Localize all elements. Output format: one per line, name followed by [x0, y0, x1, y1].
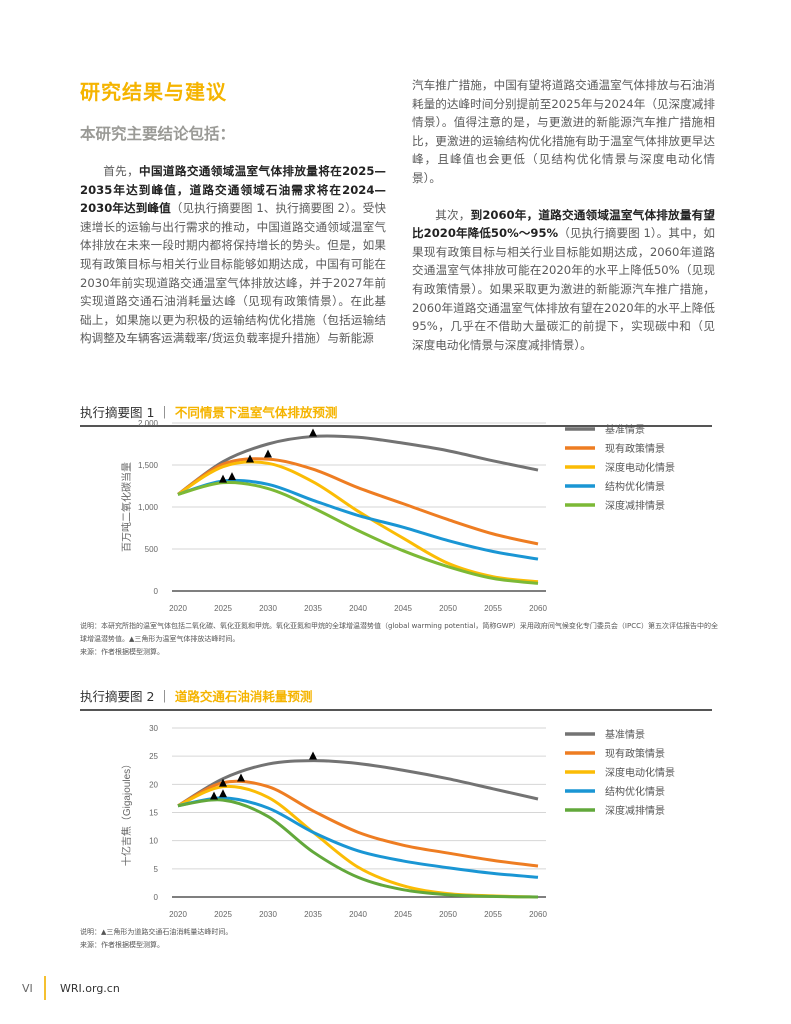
x-tick-label: 2020 — [169, 604, 187, 613]
text: 首先， — [103, 164, 140, 178]
series-line — [177, 759, 539, 808]
peak-marker — [309, 428, 317, 437]
section-title: 研究结果与建议 — [80, 80, 227, 104]
y-tick-label: 25 — [149, 752, 158, 761]
figure-2-heading: 执行摘要图 2 ｜ 道路交通石油消耗量预测 — [80, 686, 312, 705]
series-line — [177, 478, 539, 561]
y-tick-label: 20 — [149, 780, 158, 789]
figure-1-heading: 执行摘要图 1 ｜ 不同情景下温室气体排放预测 — [80, 402, 337, 421]
figure-label: 执行摘要图 1 ｜ — [80, 405, 175, 420]
peak-marker — [219, 778, 227, 787]
legend-label: 深度电动化情景 — [605, 461, 675, 474]
x-tick-label: 2035 — [304, 604, 322, 613]
y-tick-label: 0 — [154, 893, 159, 902]
y-tick-label: 500 — [145, 545, 159, 554]
footer-divider — [44, 976, 46, 1000]
y-tick-label: 2,000 — [138, 419, 159, 428]
peak-marker — [246, 454, 254, 463]
legend-label: 基准情景 — [605, 423, 645, 436]
series-line — [177, 460, 539, 584]
x-tick-label: 2025 — [214, 604, 232, 613]
legend-label: 结构优化情景 — [605, 785, 665, 798]
y-tick-label: 10 — [149, 837, 158, 846]
source: 来源：作者根据模型测算。 — [80, 941, 164, 949]
x-tick-label: 2050 — [439, 910, 457, 919]
x-tick-label: 2025 — [214, 910, 232, 919]
page-number: VI — [22, 982, 33, 995]
peak-marker — [237, 773, 245, 782]
peak-marker — [219, 474, 227, 483]
section-subtitle: 本研究主要结论包括： — [80, 125, 236, 143]
x-tick-label: 2035 — [304, 910, 322, 919]
legend-label: 现有政策情景 — [605, 747, 665, 760]
series-line — [177, 457, 539, 546]
figure-1-notes: 说明：本研究所指的温室气体包括二氧化碳、氧化亚氮和甲烷。氧化亚氮和甲烷的全球增温… — [80, 620, 720, 659]
series-line — [177, 779, 539, 868]
key-finding-2: 到2060年，道路交通领域温室气体排放量有望比2020年降低50%～95% — [412, 207, 715, 241]
y-tick-label: 30 — [149, 724, 158, 733]
divider — [80, 425, 712, 427]
series-line — [177, 480, 539, 585]
figure-2-notes: 说明：▲三角形为道路交通石油消耗量达峰时间。 来源：作者根据模型测算。 — [80, 926, 720, 952]
peak-marker — [210, 791, 218, 800]
figure-label: 执行摘要图 2 ｜ — [80, 689, 175, 704]
key-finding-1: 中国道路交通领域温室气体排放量将在2025—2035年达到峰值，道路交通领域石油… — [80, 164, 386, 216]
x-tick-label: 2040 — [349, 910, 367, 919]
legend-label: 基准情景 — [605, 728, 645, 741]
y-tick-label: 0 — [154, 587, 159, 596]
x-tick-label: 2045 — [394, 910, 412, 919]
series-line — [177, 798, 539, 899]
y-tick-label: 1,000 — [138, 503, 159, 512]
peak-marker — [228, 472, 236, 481]
figure-title: 道路交通石油消耗量预测 — [174, 689, 313, 704]
text: 汽车推广措施，中国有望将道路交通温室气体排放与石油消耗量的达峰时间分别提前至20… — [412, 78, 715, 185]
x-tick-label: 2045 — [394, 604, 412, 613]
legend-label: 深度减排情景 — [605, 804, 665, 817]
figure-title: 不同情景下温室气体排放预测 — [174, 405, 338, 420]
y-tick-label: 5 — [154, 865, 159, 874]
x-tick-label: 2055 — [484, 604, 502, 613]
website-link[interactable]: WRI.org.cn — [60, 982, 120, 995]
series-line — [177, 796, 539, 879]
x-tick-label: 2055 — [484, 910, 502, 919]
right-column: 汽车推广措施，中国有望将道路交通温室气体排放与石油消耗量的达峰时间分别提前至20… — [412, 76, 715, 354]
left-column: 首先，中国道路交通领域温室气体排放量将在2025—2035年达到峰值，道路交通领… — [80, 162, 386, 348]
legend-label: 深度减排情景 — [605, 499, 665, 512]
chart-ghg-emissions: 0 500 1,000 1,500 2,000 2020 2025 2030 2035 2040 2… — [120, 419, 675, 613]
legend-label: 现有政策情景 — [605, 442, 665, 455]
text: 其次， — [435, 207, 471, 222]
source: 来源：作者根据模型测算。 — [80, 648, 164, 656]
x-tick-label: 2030 — [259, 604, 277, 613]
x-tick-label: 2030 — [259, 910, 277, 919]
x-tick-label: 2060 — [529, 604, 547, 613]
x-tick-label: 2020 — [169, 910, 187, 919]
peak-marker — [264, 449, 272, 458]
peak-marker — [309, 751, 317, 760]
x-tick-label: 2050 — [439, 604, 457, 613]
y-axis-label: 百万吨二氧化碳当量 — [120, 462, 133, 552]
x-tick-label: 2040 — [349, 604, 367, 613]
legend-label: 结构优化情景 — [605, 480, 665, 493]
note: 说明：▲三角形为道路交通石油消耗量达峰时间。 — [80, 928, 233, 936]
note: 说明：本研究所指的温室气体包括二氧化碳、氧化亚氮和甲烷。氧化亚氮和甲烷的全球增温… — [80, 622, 718, 643]
divider — [80, 709, 712, 711]
legend-label: 深度电动化情景 — [605, 766, 675, 779]
peak-marker — [219, 789, 227, 798]
text: （见执行摘要图 1、执行摘要图 2）。受快速增长的运输与出行需求的推动，中国道路… — [80, 201, 386, 346]
text: （见执行摘要图 1）。其中，如果现有政策目标与相关行业目标能如期达成，2060年… — [412, 226, 715, 352]
y-tick-label: 1,500 — [138, 461, 159, 470]
y-axis-label: 十亿吉焦（Gigajoules） — [120, 759, 133, 866]
x-tick-label: 2060 — [529, 910, 547, 919]
series-line — [177, 434, 539, 496]
y-tick-label: 15 — [149, 809, 158, 818]
